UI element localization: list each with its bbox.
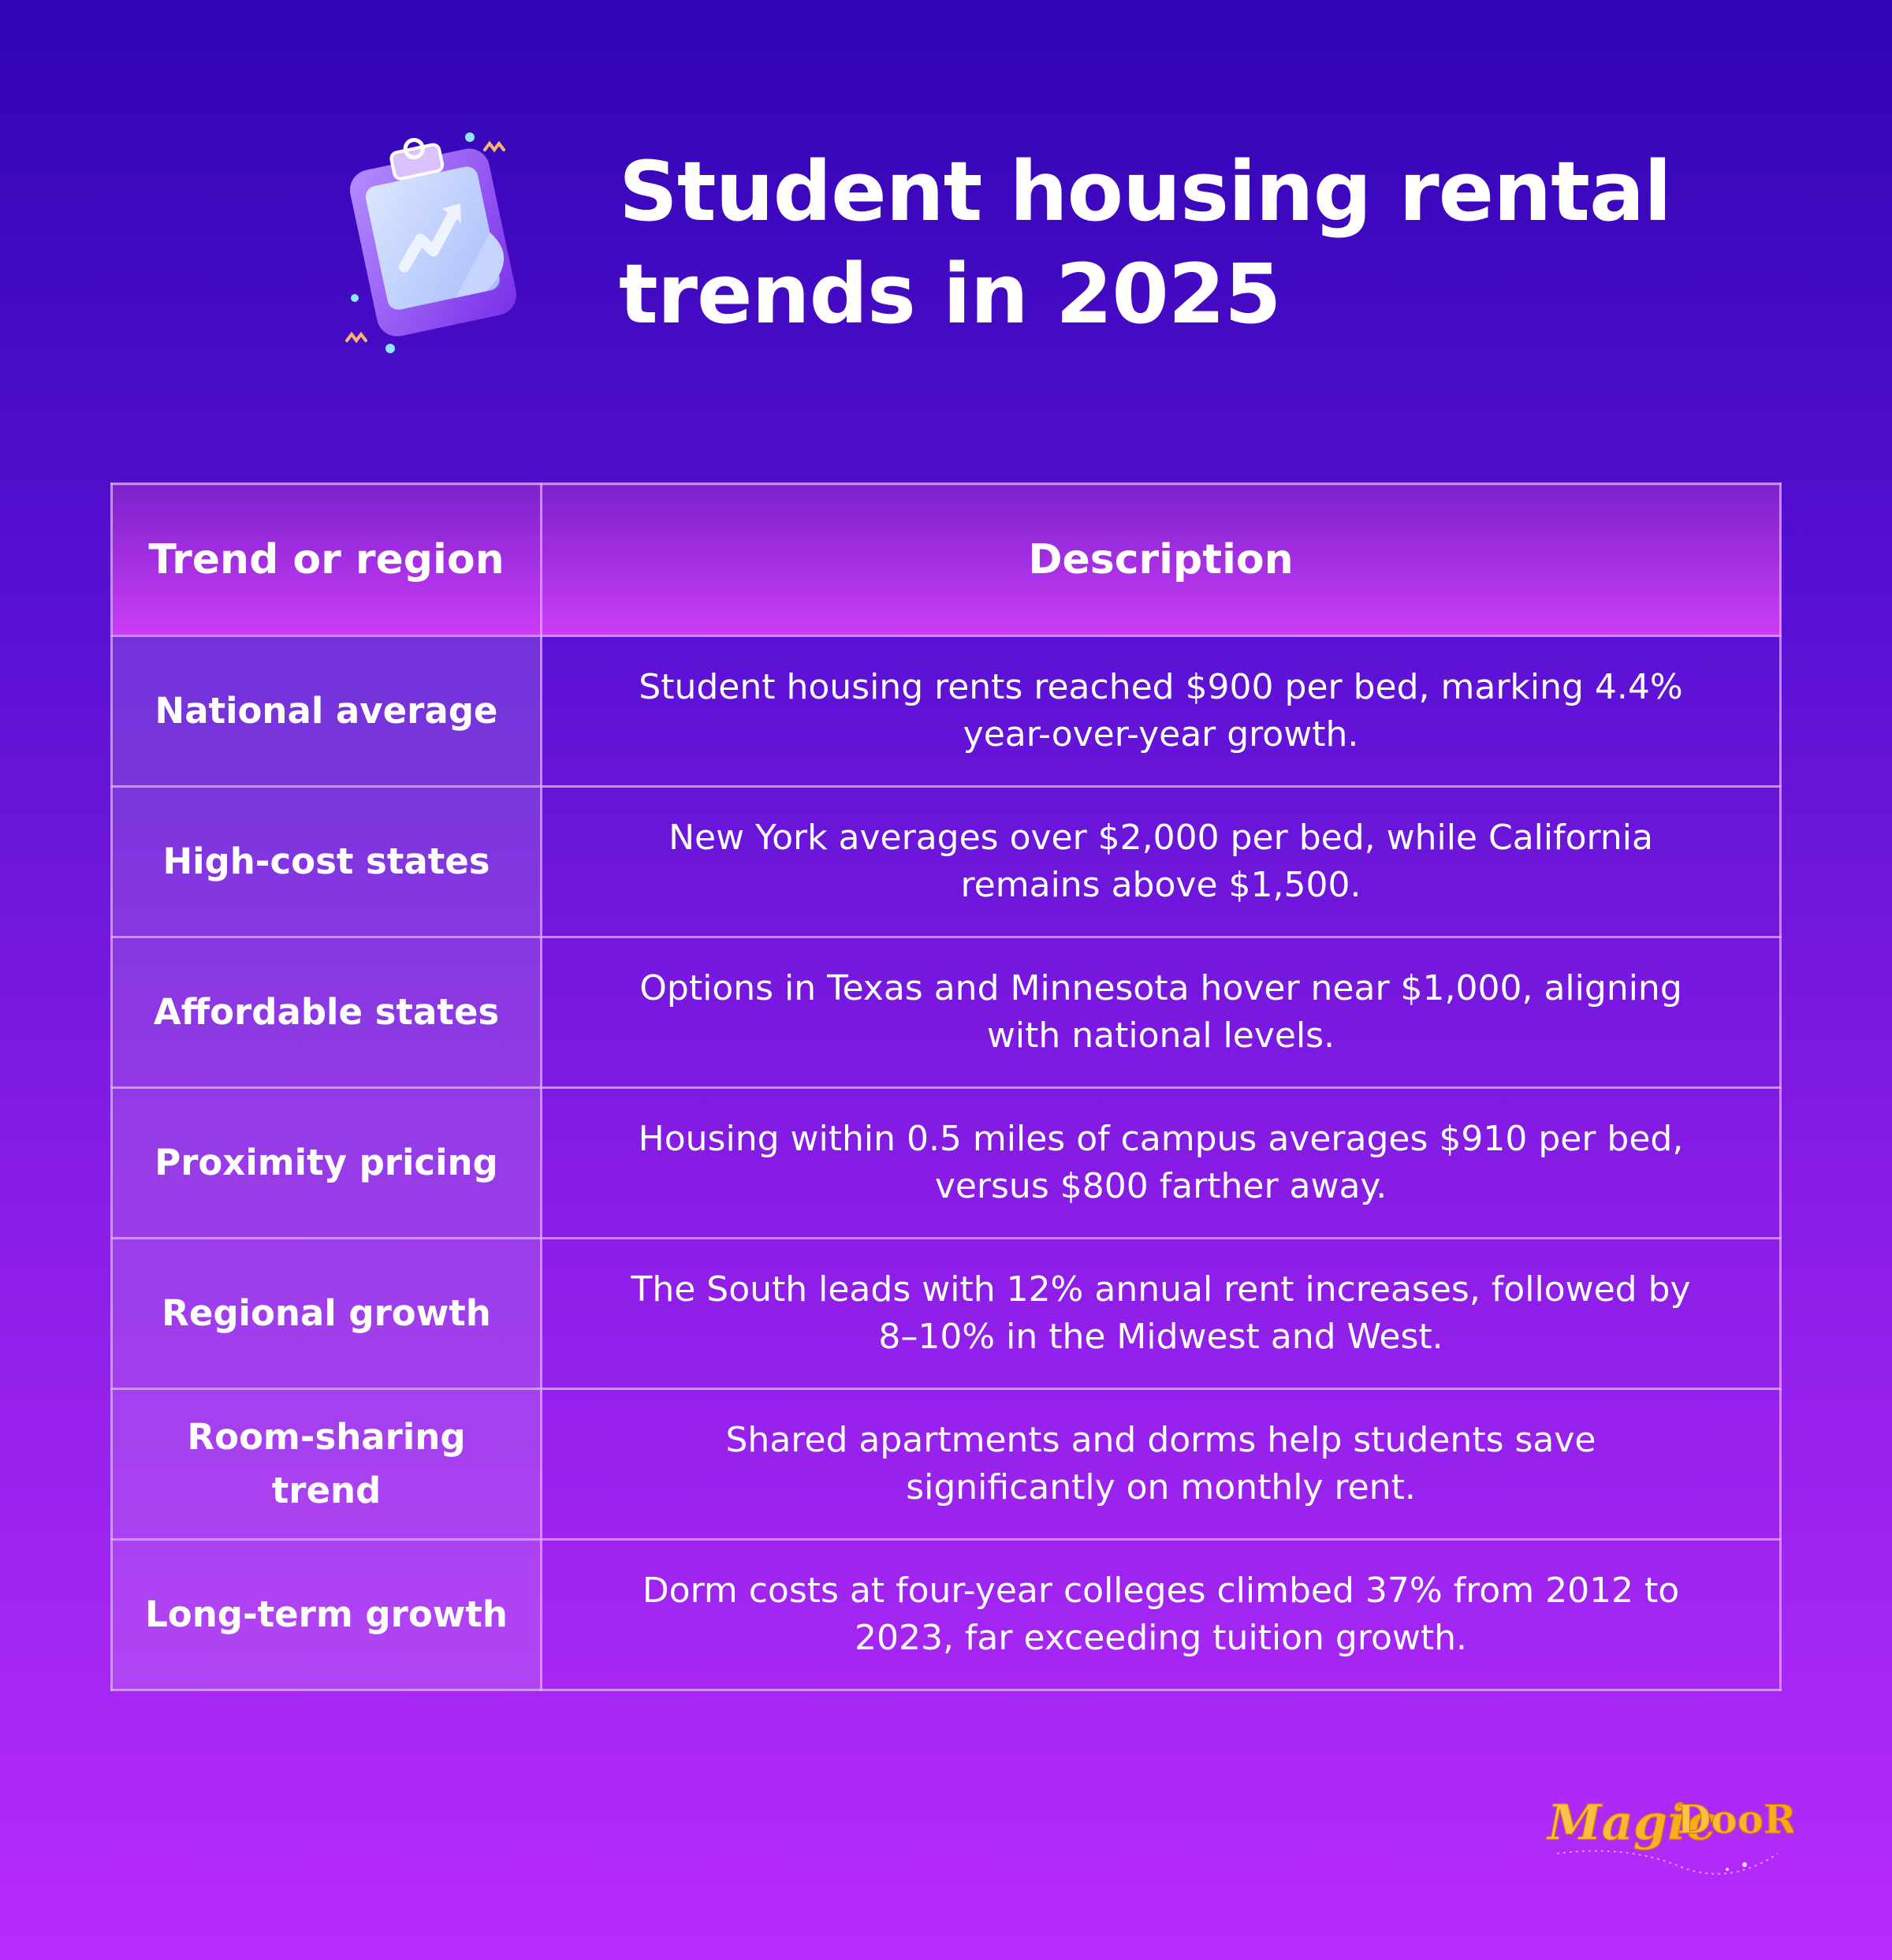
table-header-row: Trend or region Description bbox=[110, 483, 1782, 637]
table-row: Proximity pricing Housing within 0.5 mil… bbox=[110, 1086, 1782, 1239]
description-cell: New York averages over $2,000 per bed, w… bbox=[540, 785, 1782, 938]
description-cell: Shared apartments and dorms help student… bbox=[540, 1388, 1782, 1541]
description-cell: Options in Texas and Minnesota hover nea… bbox=[540, 936, 1782, 1089]
description-cell: The South leads with 12% annual rent inc… bbox=[540, 1237, 1782, 1390]
page-title: Student housing rental trends in 2025 bbox=[619, 143, 1672, 342]
svg-text:Magic: Magic bbox=[1546, 1794, 1715, 1851]
trend-cell: Regional growth bbox=[110, 1237, 542, 1390]
trend-cell: Affordable states bbox=[110, 936, 542, 1089]
table-row: High-cost states New York averages over … bbox=[110, 785, 1782, 938]
trends-table: Trend or region Description National ave… bbox=[110, 483, 1782, 1691]
column-header-description: Description bbox=[540, 483, 1782, 637]
trend-cell: National average bbox=[110, 635, 542, 788]
magicdoor-logo: Magic DooR bbox=[1545, 1793, 1793, 1875]
clipboard-chart-icon bbox=[345, 132, 517, 353]
table-row: National average Student housing rents r… bbox=[110, 635, 1782, 788]
description-cell: Housing within 0.5 miles of campus avera… bbox=[540, 1086, 1782, 1239]
table-row: Affordable states Options in Texas and M… bbox=[110, 936, 1782, 1089]
description-cell: Dorm costs at four-year colleges climbed… bbox=[540, 1538, 1782, 1691]
description-cell: Student housing rents reached $900 per b… bbox=[540, 635, 1782, 788]
column-header-trend: Trend or region bbox=[110, 483, 542, 637]
trend-cell: Proximity pricing bbox=[110, 1086, 542, 1239]
svg-text:DooR: DooR bbox=[1677, 1796, 1793, 1843]
table-row: Long-term growth Dorm costs at four-year… bbox=[110, 1538, 1782, 1691]
trend-cell: High-cost states bbox=[110, 785, 542, 938]
trend-cell: Long-term growth bbox=[110, 1538, 542, 1691]
table-row: Room-sharing trend Shared apartments and… bbox=[110, 1388, 1782, 1541]
table-row: Regional growth The South leads with 12%… bbox=[110, 1237, 1782, 1390]
trend-cell: Room-sharing trend bbox=[110, 1388, 542, 1541]
